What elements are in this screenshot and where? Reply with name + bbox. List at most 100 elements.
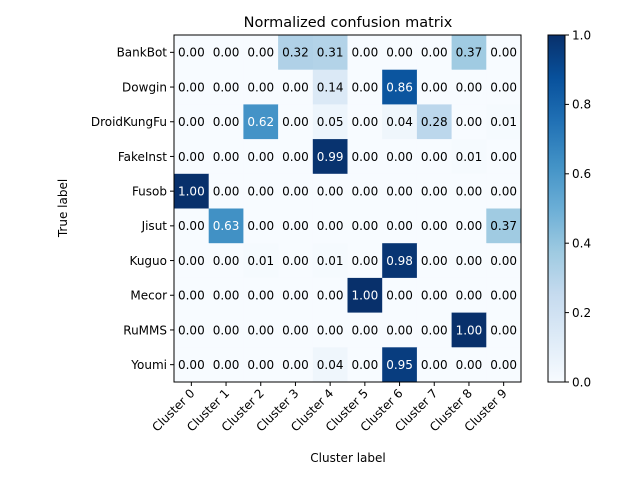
cell-value-label: 0.00 [213,80,240,94]
heatmap-cell [278,243,314,279]
heatmap-cell [347,277,383,313]
chart-title: Normalized confusion matrix [244,15,453,31]
heatmap-cell [486,243,522,279]
colorbar-tick-label: 0.4 [572,237,591,251]
y-tick-label: DroidKungFu [91,115,167,129]
heatmap-cell [347,347,383,383]
colorbar-tick-label: 0.8 [572,98,591,112]
heatmap-cell [312,173,348,209]
heatmap-cell [486,104,522,140]
cell-value-label: 0.01 [317,254,344,268]
cell-value-label: 0.00 [456,254,483,268]
heatmap-cell [347,312,383,348]
cell-value-label: 0.00 [213,323,240,337]
cell-value-label: 0.00 [351,254,378,268]
cell-value-label: 0.00 [456,184,483,198]
heatmap-cell [174,208,210,244]
cell-value-label: 0.04 [317,358,344,372]
heatmap-cell [347,69,383,105]
cell-value-label: 0.00 [247,323,274,337]
heatmap-cell [486,347,522,383]
cell-value-label: 0.28 [421,115,448,129]
heatmap-cell [451,104,487,140]
heatmap-cell [312,312,348,348]
heatmap-cell [451,347,487,383]
colorbar-tick-label: 0.6 [572,167,591,181]
heatmap-cell [208,104,244,140]
heatmap-cell [174,243,210,279]
cell-value-label: 0.00 [282,358,309,372]
heatmap-cell [208,277,244,313]
cell-value-label: 0.05 [317,115,344,129]
heatmap-cell [486,173,522,209]
cell-value-label: 0.00 [247,219,274,233]
y-tick-label: BankBot [117,46,168,60]
cell-value-label: 0.98 [386,254,413,268]
heatmap-cell [174,277,210,313]
cell-value-label: 0.00 [213,46,240,60]
heatmap-cell [382,35,418,71]
heatmap-cell [278,69,314,105]
heatmap-cell [416,69,452,105]
heatmap-cell [451,312,487,348]
y-tick-label: Youmi [130,358,167,372]
cell-value-label: 0.00 [178,46,205,60]
heatmap-cell [278,173,314,209]
heatmap-cell [312,104,348,140]
cell-value-label: 0.00 [386,150,413,164]
heatmap-cell [278,208,314,244]
cell-value-label: 0.00 [456,80,483,94]
heatmap-cell [174,347,210,383]
heatmap-cell [312,277,348,313]
heatmap-cell [243,312,279,348]
heatmap-cells [174,35,522,383]
heatmap-cell [382,173,418,209]
heatmap-cell [312,208,348,244]
cell-value-label: 0.00 [247,289,274,303]
heatmap-cell [312,347,348,383]
cell-value-label: 0.00 [213,254,240,268]
cell-value-label: 0.00 [178,323,205,337]
heatmap-cell [243,104,279,140]
cell-value-label: 0.62 [247,115,274,129]
heatmap-cell [486,208,522,244]
heatmap-cell [347,104,383,140]
cell-value-label: 0.99 [317,150,344,164]
cell-value-label: 0.00 [456,358,483,372]
colorbar-ticks: 0.0 0.2 0.4 0.6 0.8 1.0 [565,28,591,389]
heatmap-cell [382,312,418,348]
heatmap-cell [382,277,418,313]
cell-value-label: 0.00 [456,115,483,129]
cell-value-label: 1.00 [456,323,483,337]
heatmap-cell [243,69,279,105]
colorbar-tick-label: 0.2 [572,306,591,320]
cell-value-label: 0.00 [178,254,205,268]
cell-value-label: 0.00 [317,289,344,303]
cell-value-label: 0.00 [421,323,448,337]
heatmap-cell [208,312,244,348]
cell-value-label: 0.00 [351,358,378,372]
heatmap-cell [451,173,487,209]
heatmap-cell [451,139,487,175]
heatmap-cell [208,35,244,71]
y-tick-label: Dowgin [122,80,167,94]
cell-value-label: 0.63 [213,219,240,233]
heatmap-cell [451,243,487,279]
heatmap-cell [416,139,452,175]
heatmap-cell [278,139,314,175]
y-tick-label: Fusob [132,184,167,198]
cell-value-label: 0.00 [386,219,413,233]
cell-value-label: 0.00 [386,289,413,303]
cell-value-label: 0.00 [282,80,309,94]
cell-value-label: 0.00 [351,323,378,337]
cell-value-label: 0.00 [282,323,309,337]
cell-value-label: 0.00 [213,289,240,303]
heatmap-cell [416,312,452,348]
cell-value-label: 0.00 [386,184,413,198]
cell-value-label: 1.00 [178,184,205,198]
cell-value-label: 0.37 [490,219,517,233]
cell-value-label: 0.00 [421,254,448,268]
cell-value-label: 0.00 [282,150,309,164]
cell-value-label: 0.00 [247,80,274,94]
heatmap-cell [278,35,314,71]
